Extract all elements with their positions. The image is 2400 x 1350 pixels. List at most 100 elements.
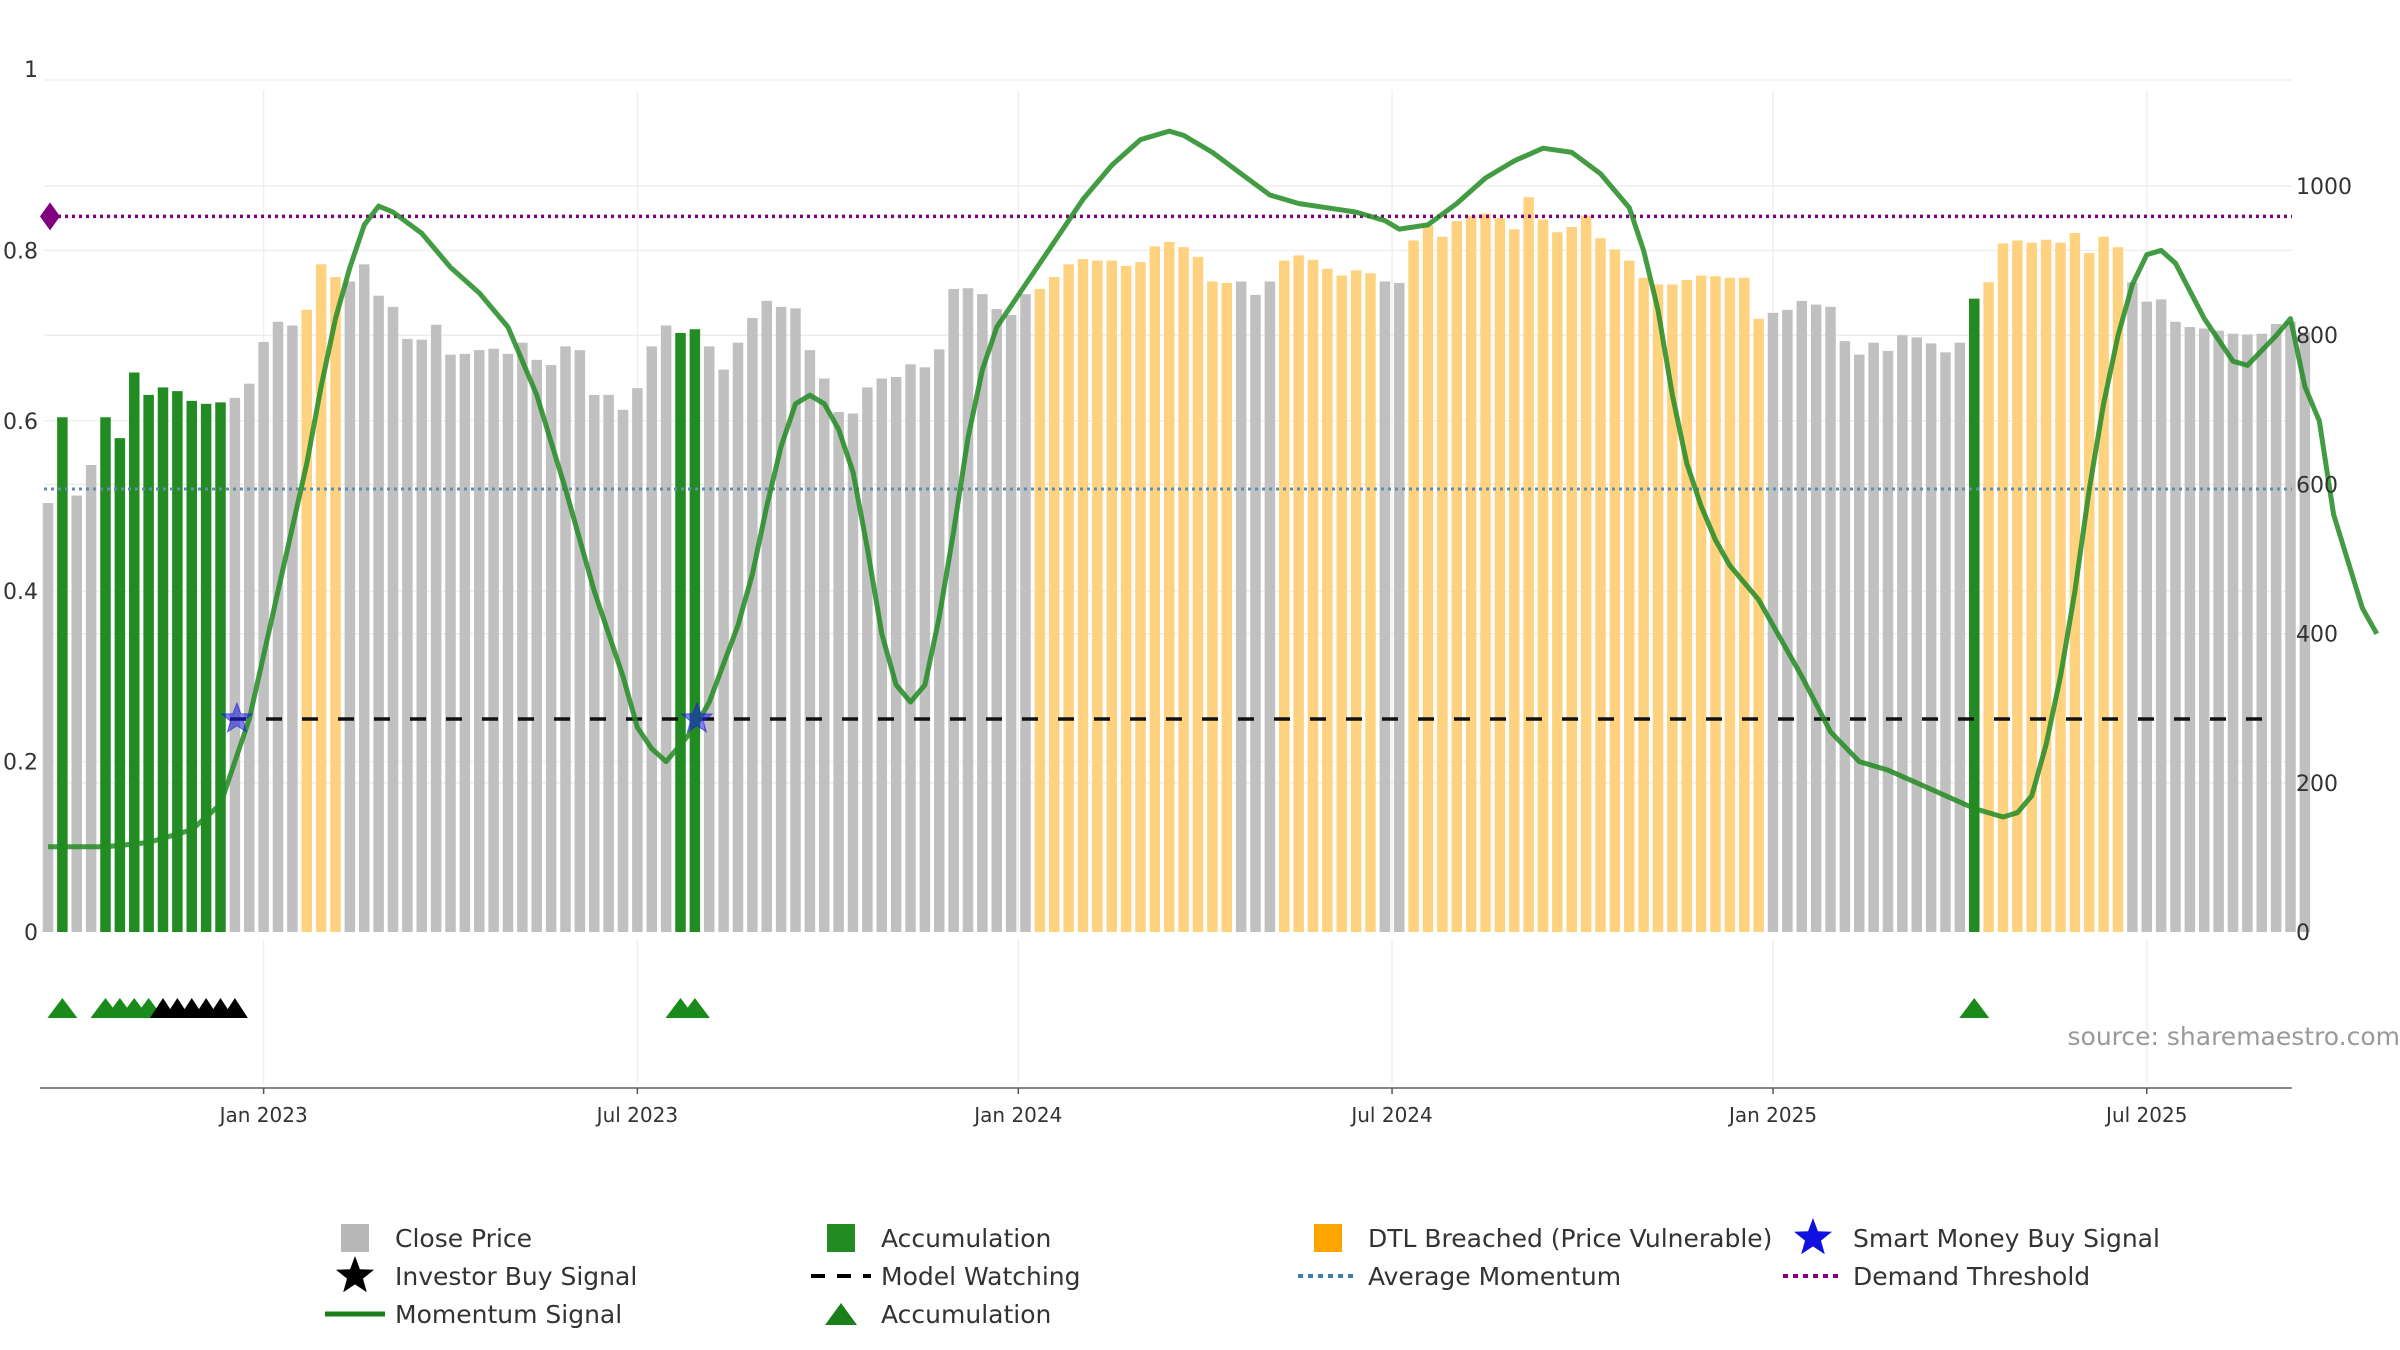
dtl-breached-bar	[301, 309, 312, 932]
smart-money-buy-star	[220, 701, 254, 734]
dtl-breached-bar	[1365, 273, 1376, 933]
close-price-bar	[2256, 333, 2267, 932]
close-price-bar	[459, 353, 471, 933]
legend-label: Accumulation	[881, 1224, 1051, 1253]
close-price-bar	[430, 324, 442, 933]
close-price-bar	[1825, 306, 1836, 932]
smart-money-buy-star	[680, 701, 714, 734]
accumulation-bar	[689, 329, 701, 932]
close-price-bar	[1940, 352, 1951, 932]
right-tick-label: 1000	[2296, 175, 2352, 200]
dtl-breached-bar	[1580, 215, 1592, 933]
legend-label: Smart Money Buy Signal	[1853, 1224, 2160, 1253]
close-price-bar	[416, 339, 427, 932]
dtl-breached-bar	[1135, 262, 1146, 932]
close-price-bar	[2213, 330, 2224, 932]
close-price-bar	[258, 341, 269, 932]
dtl-breached-bar	[1753, 318, 1764, 933]
close-price-bar	[2127, 282, 2138, 932]
legend-swatch-star	[336, 1256, 374, 1293]
close-price-bar	[1782, 309, 1793, 932]
dtl-breached-bar	[1595, 238, 1606, 933]
dtl-breached-bar	[1336, 275, 1347, 932]
close-price-bar	[847, 413, 859, 932]
dtl-breached-bar	[1624, 260, 1635, 933]
close-price-bar	[1868, 342, 1879, 932]
accumulation-bar	[200, 403, 212, 932]
close-price-bar	[646, 346, 657, 932]
dtl-breached-bar	[1034, 288, 1046, 932]
close-price-bar	[977, 294, 988, 932]
close-price-bar	[402, 338, 413, 932]
close-price-bar	[445, 354, 456, 932]
close-price-bar	[1954, 342, 1966, 932]
close-price-bar	[962, 288, 974, 932]
left-tick-label: 0	[24, 921, 38, 946]
close-price-bar	[1235, 281, 1247, 932]
close-price-bar	[545, 365, 557, 932]
right-tick-label: 800	[2296, 324, 2338, 349]
close-price-bar	[244, 383, 255, 932]
accumulation-bar	[129, 372, 140, 932]
dtl-breached-bar	[2055, 242, 2066, 933]
source-annotation: source: sharemaestro.com	[2068, 1022, 2400, 1051]
x-tick-label: Jan 2025	[1727, 1103, 1817, 1127]
close-price-bar	[1394, 282, 1405, 933]
close-price-bar	[2141, 301, 2152, 932]
close-price-bar	[574, 350, 586, 932]
close-price-bar	[761, 300, 772, 932]
dtl-breached-bar	[2112, 247, 2124, 932]
close-price-bar	[948, 288, 959, 932]
close-price-bar	[387, 306, 399, 932]
accumulation-bar	[215, 402, 226, 933]
close-price-bar	[919, 367, 931, 932]
dtl-breached-bar	[1638, 277, 1649, 932]
accumulation-bar	[1969, 298, 1980, 932]
close-price-bar	[1911, 337, 1922, 932]
dtl-breached-bar	[1350, 270, 1362, 933]
close-price-bar	[2155, 299, 2167, 933]
close-price-bar	[2242, 334, 2253, 933]
dtl-breached-bar	[1667, 284, 1678, 932]
dtl-breached-bar	[1537, 219, 1549, 932]
dtl-breached-bar	[1480, 213, 1491, 933]
dtl-breached-bar	[1523, 197, 1534, 932]
dtl-breached-bar	[1552, 232, 1563, 932]
close-price-bar	[2227, 333, 2239, 932]
left-tick-label: 0.2	[3, 751, 38, 776]
dtl-breached-bar	[1293, 255, 1304, 933]
legend-label: Average Momentum	[1368, 1262, 1621, 1291]
dtl-breached-bar	[330, 277, 341, 933]
dtl-breached-bar	[1322, 268, 1333, 932]
close-price-bar	[373, 295, 384, 932]
close-price-bar	[790, 308, 801, 932]
close-price-bar	[560, 346, 571, 932]
close-price-bar	[344, 281, 356, 932]
investor-buy-signal	[221, 998, 248, 1018]
dtl-breached-bar	[1739, 277, 1750, 932]
close-price-bar	[2270, 324, 2282, 932]
left-tick-label: 0.6	[3, 410, 38, 435]
dtl-breached-bar	[1652, 284, 1664, 932]
close-price-bar	[718, 369, 729, 932]
dtl-breached-bar	[1120, 265, 1132, 932]
accumulation-triangle	[47, 998, 78, 1018]
demand-threshold-marker	[40, 202, 60, 231]
dtl-breached-bar	[1192, 256, 1204, 932]
accumulation-bar	[157, 387, 169, 932]
close-price-bar	[517, 342, 528, 932]
close-price-bar	[502, 353, 514, 933]
dtl-breached-bar	[1710, 276, 1721, 932]
close-price-bar	[1264, 281, 1276, 932]
right-tick-label: 0	[2296, 921, 2310, 946]
accumulation-bar	[57, 417, 68, 932]
dtl-breached-bar	[1178, 247, 1189, 932]
close-price-bar	[1854, 354, 1865, 932]
accumulation-bar	[100, 417, 111, 932]
close-price-bar	[603, 394, 614, 932]
close-price-bar	[474, 350, 485, 932]
close-price-bar	[934, 349, 945, 932]
close-price-bar	[905, 364, 916, 932]
close-price-bar	[85, 465, 97, 932]
dtl-breached-bar	[1724, 277, 1736, 932]
